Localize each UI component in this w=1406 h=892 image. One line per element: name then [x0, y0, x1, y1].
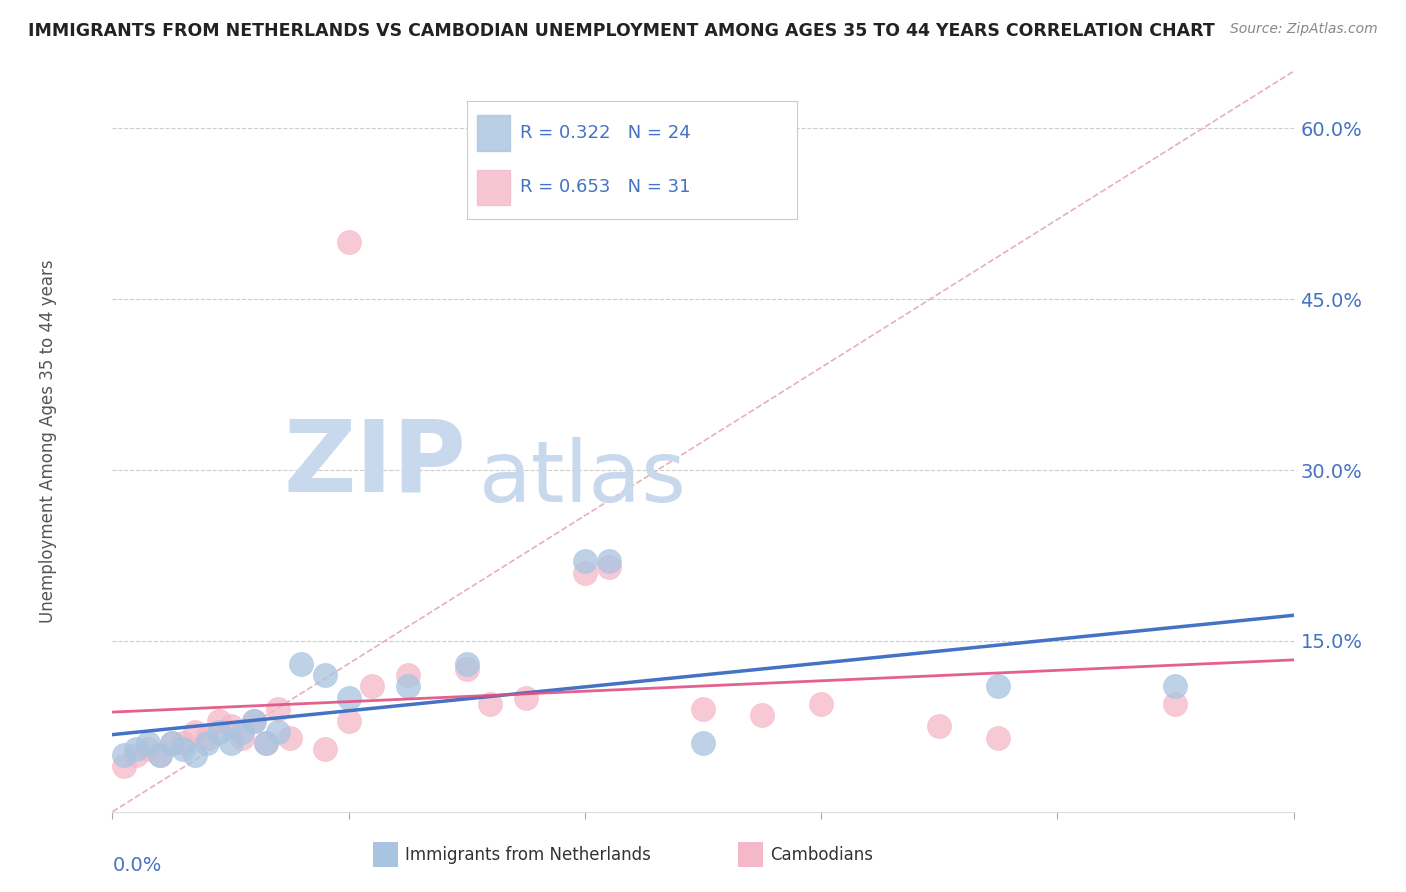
Point: [314, 668, 336, 682]
Point: [184, 725, 207, 739]
Point: [125, 747, 148, 762]
Point: [243, 714, 266, 728]
Point: [987, 680, 1010, 694]
Point: [337, 235, 360, 250]
Point: [125, 742, 148, 756]
Point: [184, 747, 207, 762]
Point: [751, 707, 773, 722]
Point: [254, 736, 277, 750]
Text: atlas: atlas: [478, 437, 686, 520]
Point: [574, 554, 596, 568]
Text: Cambodians: Cambodians: [770, 846, 873, 863]
Point: [337, 714, 360, 728]
Point: [254, 736, 277, 750]
Point: [692, 702, 714, 716]
Point: [267, 725, 290, 739]
Point: [928, 719, 950, 733]
Point: [243, 714, 266, 728]
Text: ZIP: ZIP: [284, 416, 467, 512]
Point: [314, 742, 336, 756]
Text: Unemployment Among Ages 35 to 44 years: Unemployment Among Ages 35 to 44 years: [38, 260, 56, 624]
Point: [1164, 697, 1187, 711]
Point: [515, 690, 537, 705]
Text: Source: ZipAtlas.com: Source: ZipAtlas.com: [1230, 22, 1378, 37]
Point: [598, 559, 620, 574]
Text: 0.0%: 0.0%: [112, 856, 162, 875]
Point: [195, 731, 218, 745]
Text: IMMIGRANTS FROM NETHERLANDS VS CAMBODIAN UNEMPLOYMENT AMONG AGES 35 TO 44 YEARS : IMMIGRANTS FROM NETHERLANDS VS CAMBODIAN…: [28, 22, 1215, 40]
Point: [219, 719, 242, 733]
Point: [195, 736, 218, 750]
Point: [231, 725, 253, 739]
Point: [987, 731, 1010, 745]
Point: [172, 736, 194, 750]
Point: [810, 697, 832, 711]
Point: [208, 725, 231, 739]
Point: [219, 736, 242, 750]
Point: [598, 554, 620, 568]
Point: [208, 714, 231, 728]
Point: [112, 759, 135, 773]
Point: [290, 657, 312, 671]
Point: [267, 702, 290, 716]
Point: [337, 690, 360, 705]
Point: [160, 736, 183, 750]
Point: [172, 742, 194, 756]
Point: [692, 736, 714, 750]
Point: [574, 566, 596, 580]
Text: Immigrants from Netherlands: Immigrants from Netherlands: [405, 846, 651, 863]
Point: [231, 731, 253, 745]
Point: [456, 662, 478, 676]
Point: [112, 747, 135, 762]
Point: [396, 668, 419, 682]
Point: [456, 657, 478, 671]
Point: [361, 680, 384, 694]
Point: [149, 747, 172, 762]
Point: [136, 736, 159, 750]
Point: [479, 697, 502, 711]
Point: [1164, 680, 1187, 694]
Point: [396, 680, 419, 694]
Point: [136, 742, 159, 756]
Point: [278, 731, 301, 745]
Point: [149, 747, 172, 762]
Point: [160, 736, 183, 750]
